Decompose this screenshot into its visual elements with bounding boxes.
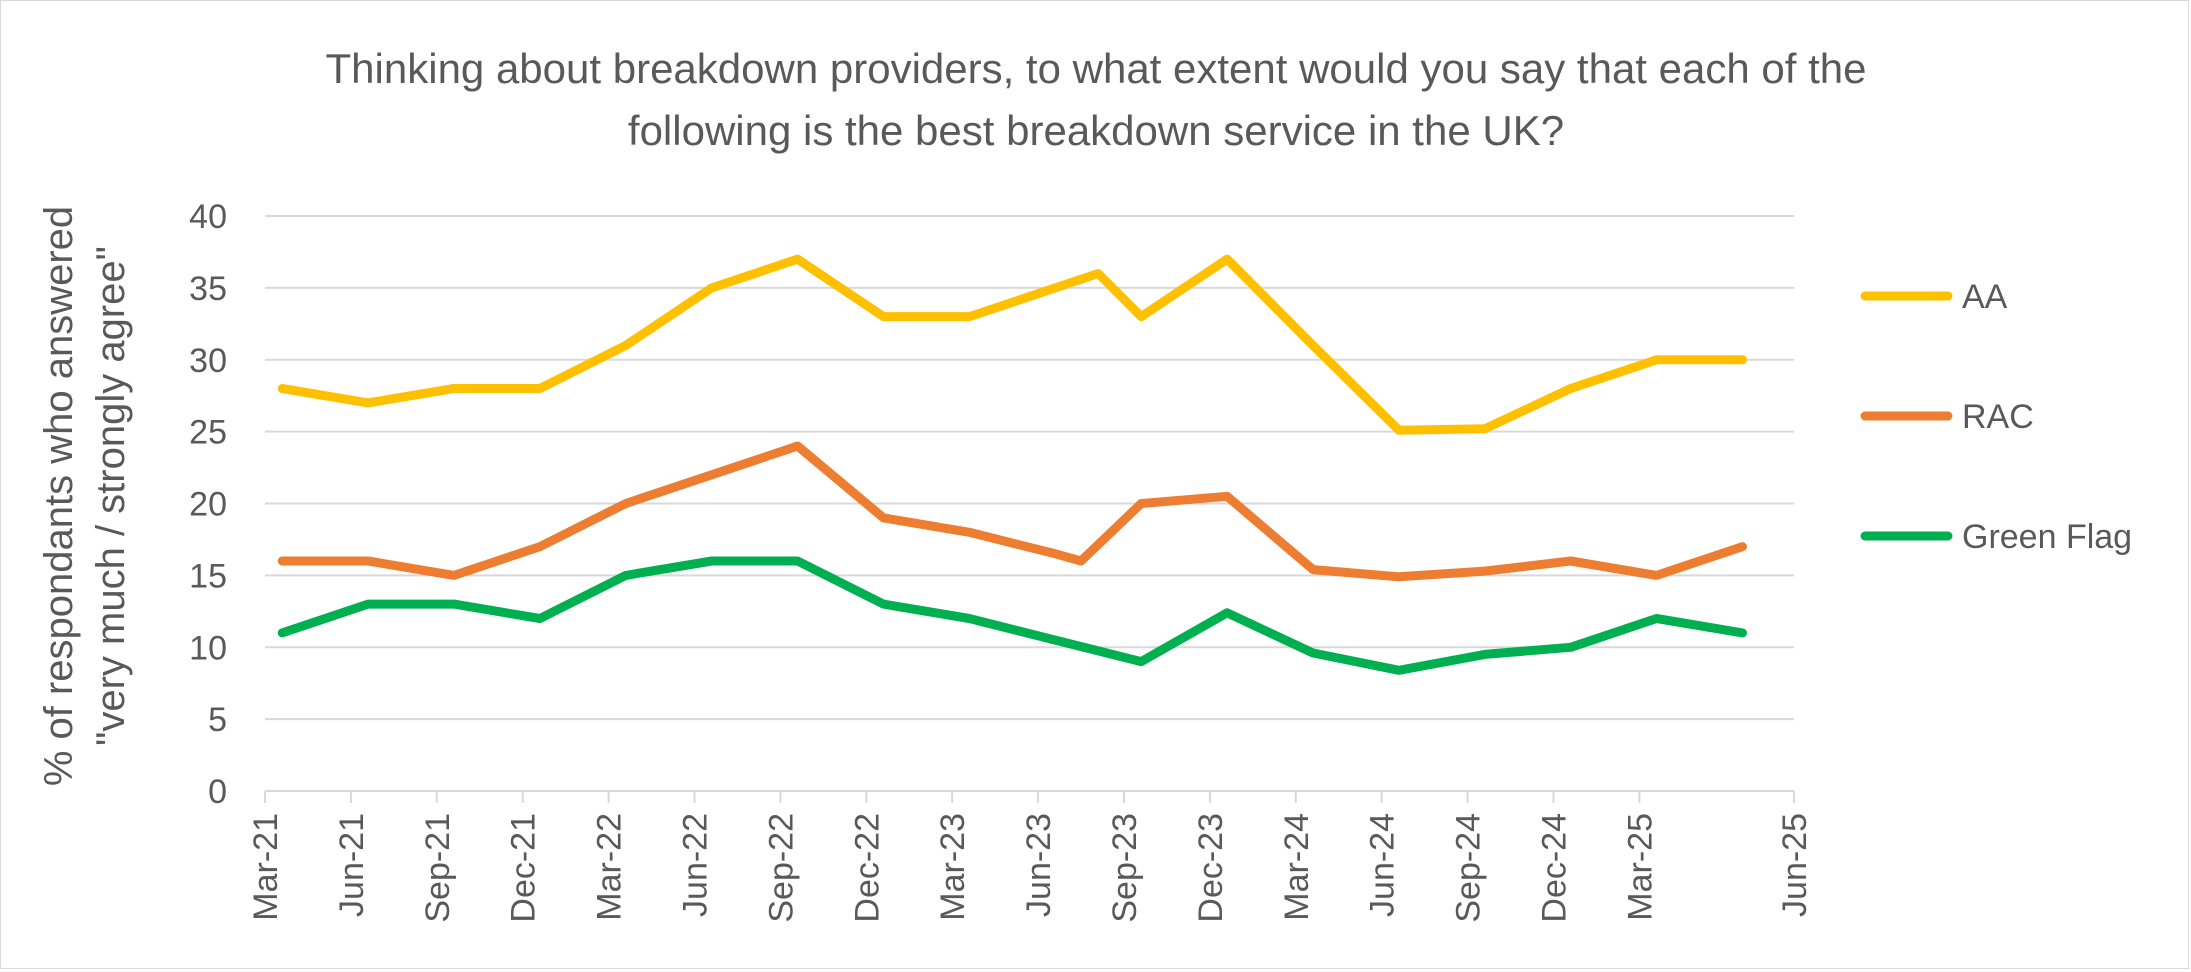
y-tick-label: 15 [189,557,227,595]
chart-title-line-1: Thinking about breakdown providers, to w… [326,45,1867,92]
y-tick-label: 30 [189,342,227,380]
y-tick-label: 40 [189,198,227,236]
legend-label: RAC [1962,398,2034,436]
x-tick-label: Dec-23 [1192,813,1230,923]
legend-label: Green Flag [1962,518,2132,556]
x-tick-label: Dec-24 [1535,813,1573,923]
x-axis [264,790,1795,803]
y-tick-labels: 0 5 10 15 20 25 30 35 40 [189,198,227,811]
x-tick-label: Mar-23 [934,813,972,921]
y-axis-label-line-2: "very much / strongly agree" [89,246,133,746]
series-line-rac [277,441,1747,582]
y-tick-label: 0 [208,773,227,811]
x-tick-labels: Mar-21 Jun-21 Sep-21 Dec-21 Mar-22 Jun-22 Sep-… [247,813,1814,923]
x-tick-label: Dec-21 [505,813,543,923]
x-tick-label: Sep-23 [1106,813,1144,923]
x-tick-label: Jun-24 [1364,813,1402,917]
gridlines [265,215,1794,721]
x-tick-label: Mar-24 [1278,813,1316,921]
legend: AA RAC Green Flag [1860,278,2132,556]
x-tick-label: Sep-21 [419,813,457,923]
x-tick-label: Sep-22 [762,813,800,923]
legend-label: AA [1962,278,2008,316]
y-tick-label: 35 [189,270,227,308]
series-line-aa [277,254,1747,435]
x-tick-label: Jun-25 [1776,813,1814,917]
y-tick-label: 5 [208,701,227,739]
x-tick-label: Sep-24 [1450,813,1488,923]
x-tick-label: Mar-25 [1621,813,1659,921]
x-tick-label: Jun-21 [333,813,371,917]
x-tick-label: Jun-22 [676,813,714,917]
series-line-green-flag [277,556,1747,675]
x-tick-label: Dec-22 [848,813,886,923]
chart-title-line-2: following is the best breakdown service … [628,107,1564,154]
x-tick-label: Jun-23 [1020,813,1058,917]
y-tick-label: 20 [189,486,227,524]
y-axis-label-line-1: % of respondants who answered [37,206,81,786]
series-lines [277,254,1747,675]
y-tick-label: 10 [189,629,227,667]
x-tick-label: Mar-21 [247,813,285,921]
x-tick-label: Mar-22 [591,813,629,921]
y-tick-label: 25 [189,414,227,452]
